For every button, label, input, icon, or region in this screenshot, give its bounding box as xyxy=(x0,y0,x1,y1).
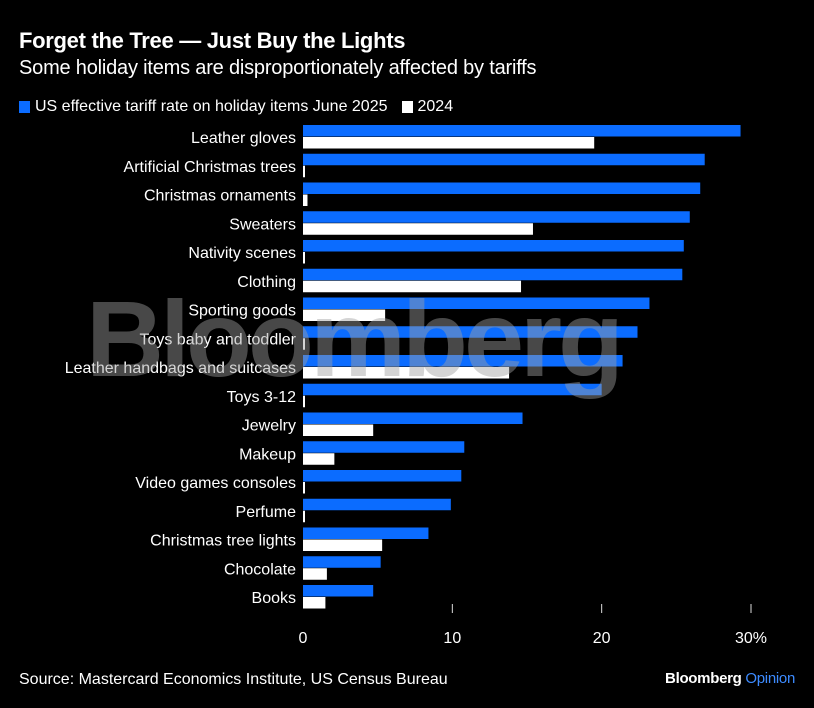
bar-2025 xyxy=(303,470,462,482)
x-tick-label: 30% xyxy=(735,630,767,647)
bar-2025 xyxy=(303,153,705,166)
category-label: Toys baby and toddler xyxy=(139,331,296,348)
bar-2024 xyxy=(303,597,326,609)
bar-2024 xyxy=(303,539,383,551)
category-label: Toys 3-12 xyxy=(227,389,296,406)
category-label: Christmas tree lights xyxy=(150,533,296,550)
category-label: Sporting goods xyxy=(188,303,296,320)
x-tick-label: 20 xyxy=(593,630,611,647)
bar-2024 xyxy=(303,280,522,293)
bar-2024 xyxy=(303,424,374,436)
category-label: Books xyxy=(252,590,296,607)
brand-suffix: Opinion xyxy=(745,670,795,687)
category-label: Nativity scenes xyxy=(188,245,296,262)
bar-2025 xyxy=(303,441,465,453)
category-label: Makeup xyxy=(239,446,296,463)
bar-2025 xyxy=(303,125,741,137)
bar-2025 xyxy=(303,182,701,194)
chart-title: Forget the Tree — Just Buy the Lights xyxy=(19,28,406,53)
legend-item-2025: US effective tariff rate on holiday item… xyxy=(19,98,388,116)
bar-2025 xyxy=(303,326,638,338)
bar-2024 xyxy=(303,194,308,206)
bar-2024 xyxy=(303,453,335,465)
bar-2025 xyxy=(303,240,684,252)
source-note: Source: Mastercard Economics Institute, … xyxy=(19,671,448,688)
category-label: Leather gloves xyxy=(191,130,296,147)
legend-label-2024: 2024 xyxy=(417,98,454,115)
bar-2024 xyxy=(303,165,305,178)
bar-2025 xyxy=(303,355,623,367)
brand-name: Bloomberg xyxy=(665,670,742,687)
bar-2025 xyxy=(303,412,523,424)
bar-2024 xyxy=(303,367,510,379)
bar-2025 xyxy=(303,297,650,309)
bar-2024 xyxy=(303,309,386,321)
bar-2024 xyxy=(303,510,305,523)
brand-logo: Bloomberg Opinion xyxy=(665,670,795,687)
bar-2024 xyxy=(303,137,595,149)
category-label: Artificial Christmas trees xyxy=(124,159,296,176)
bar-2025 xyxy=(303,585,374,597)
category-label: Jewelry xyxy=(242,418,296,435)
category-label: Clothing xyxy=(237,274,296,291)
bar-2025 xyxy=(303,211,690,223)
bar-2025 xyxy=(303,527,429,539)
bar-2025 xyxy=(303,383,602,396)
legend-swatch-2024 xyxy=(401,101,413,113)
chart-subtitle: Some holiday items are disproportionatel… xyxy=(19,57,537,79)
category-label: Perfume xyxy=(236,504,297,521)
category-label: Leather handbags and suitcases xyxy=(65,360,296,377)
category-label: Sweaters xyxy=(229,216,296,233)
bar-2025 xyxy=(303,498,451,511)
x-tick-label: 0 xyxy=(299,630,308,647)
bar-2024 xyxy=(303,223,533,235)
bar-2024 xyxy=(303,568,327,580)
bar-2024 xyxy=(303,395,305,408)
legend-swatch-2025 xyxy=(19,101,30,113)
category-label: Chocolate xyxy=(224,561,296,578)
x-tick-label: 10 xyxy=(443,630,461,647)
legend-label-2025: US effective tariff rate on holiday item… xyxy=(35,98,388,115)
category-label: Video games consoles xyxy=(135,475,296,492)
bar-2025 xyxy=(303,556,381,568)
legend-item-2024: 2024 xyxy=(401,98,454,116)
legend: US effective tariff rate on holiday item… xyxy=(19,98,467,116)
bar-2024 xyxy=(303,338,305,350)
bar-2025 xyxy=(303,268,683,281)
bar-2024 xyxy=(303,252,305,264)
bar-2024 xyxy=(303,482,305,494)
category-label: Christmas ornaments xyxy=(144,188,296,205)
